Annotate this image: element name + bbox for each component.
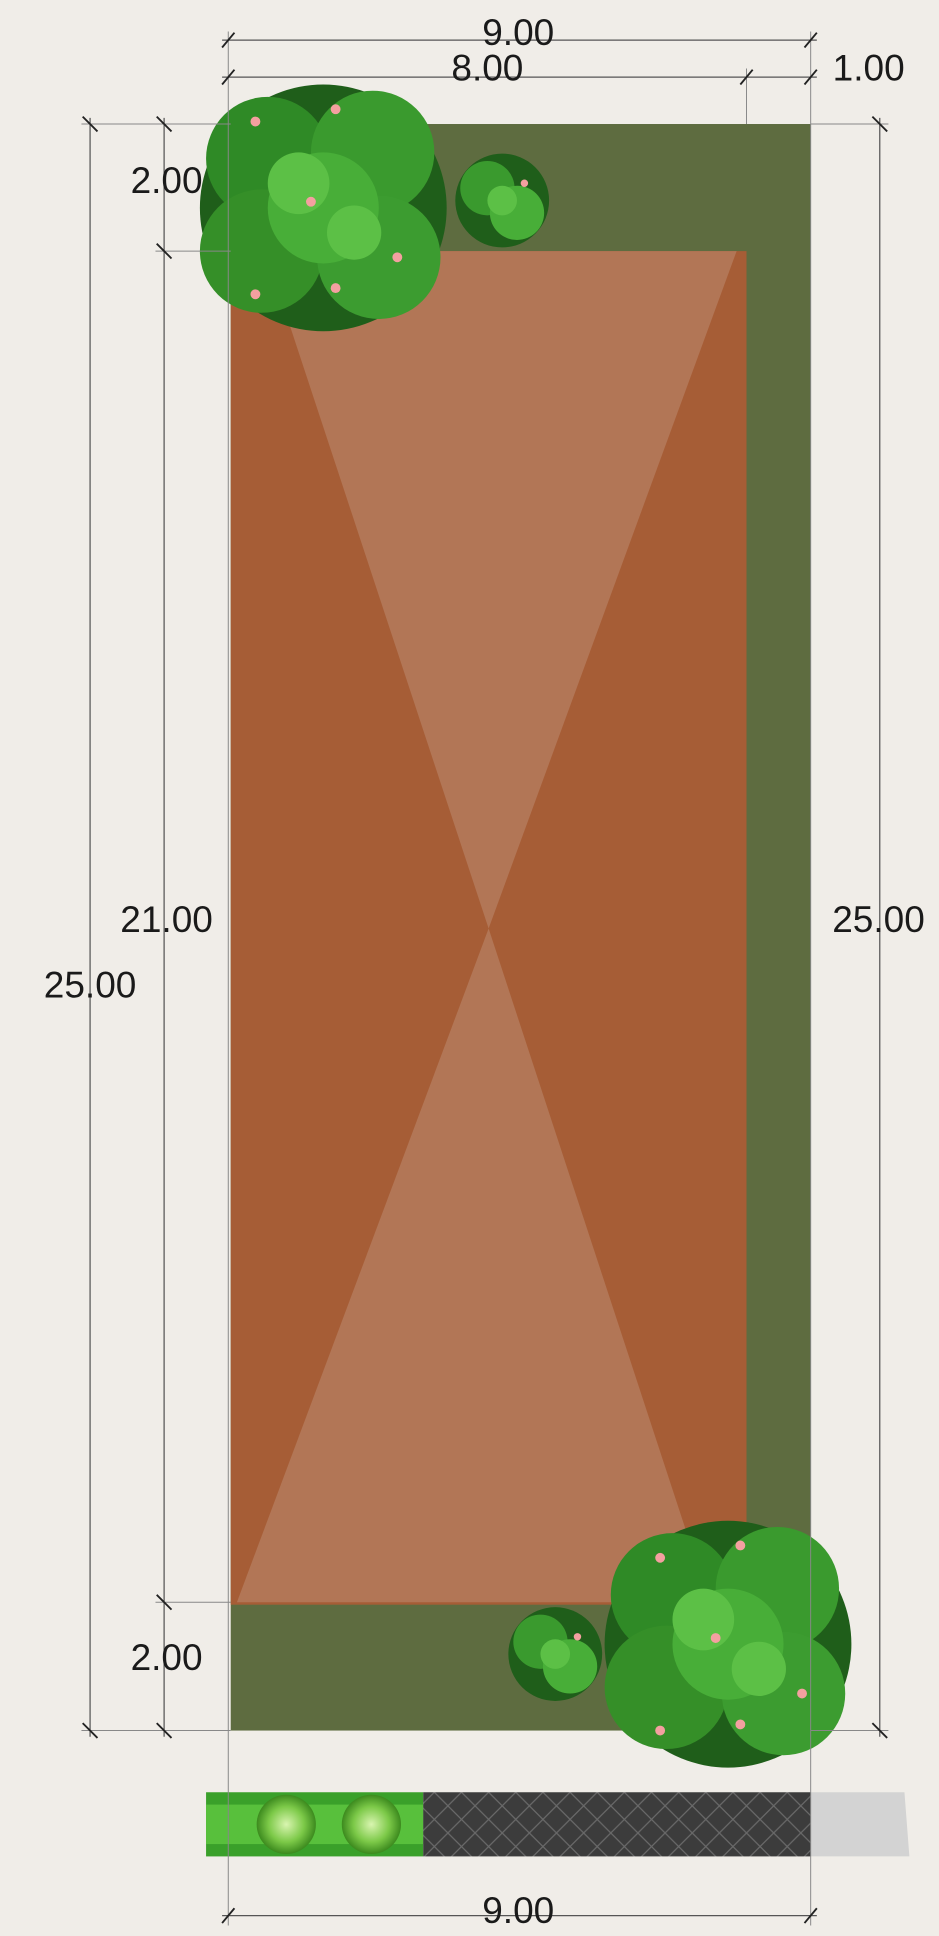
sidewalk	[810, 1792, 910, 1857]
dimension-label: 2.00	[131, 1636, 203, 1678]
roof-plane	[236, 928, 710, 1603]
pavement	[423, 1792, 811, 1857]
dimension-label: 2.00	[131, 159, 203, 201]
dimension-label: 21.00	[120, 898, 213, 940]
dimension-label: 25.00	[44, 964, 137, 1006]
shrub	[455, 153, 550, 248]
dimension-label: 25.00	[832, 898, 925, 940]
tree	[199, 84, 447, 332]
dimension-label: 9.00	[482, 11, 554, 53]
bush	[256, 1794, 316, 1854]
dimension-label: 9.00	[482, 1889, 554, 1931]
dimension-lines	[81, 31, 889, 1926]
roof-plane	[265, 251, 737, 929]
shrub	[508, 1607, 603, 1701]
dimension-label: 1.00	[833, 47, 905, 89]
bush	[341, 1794, 402, 1854]
dimension-label: 8.00	[451, 47, 523, 89]
